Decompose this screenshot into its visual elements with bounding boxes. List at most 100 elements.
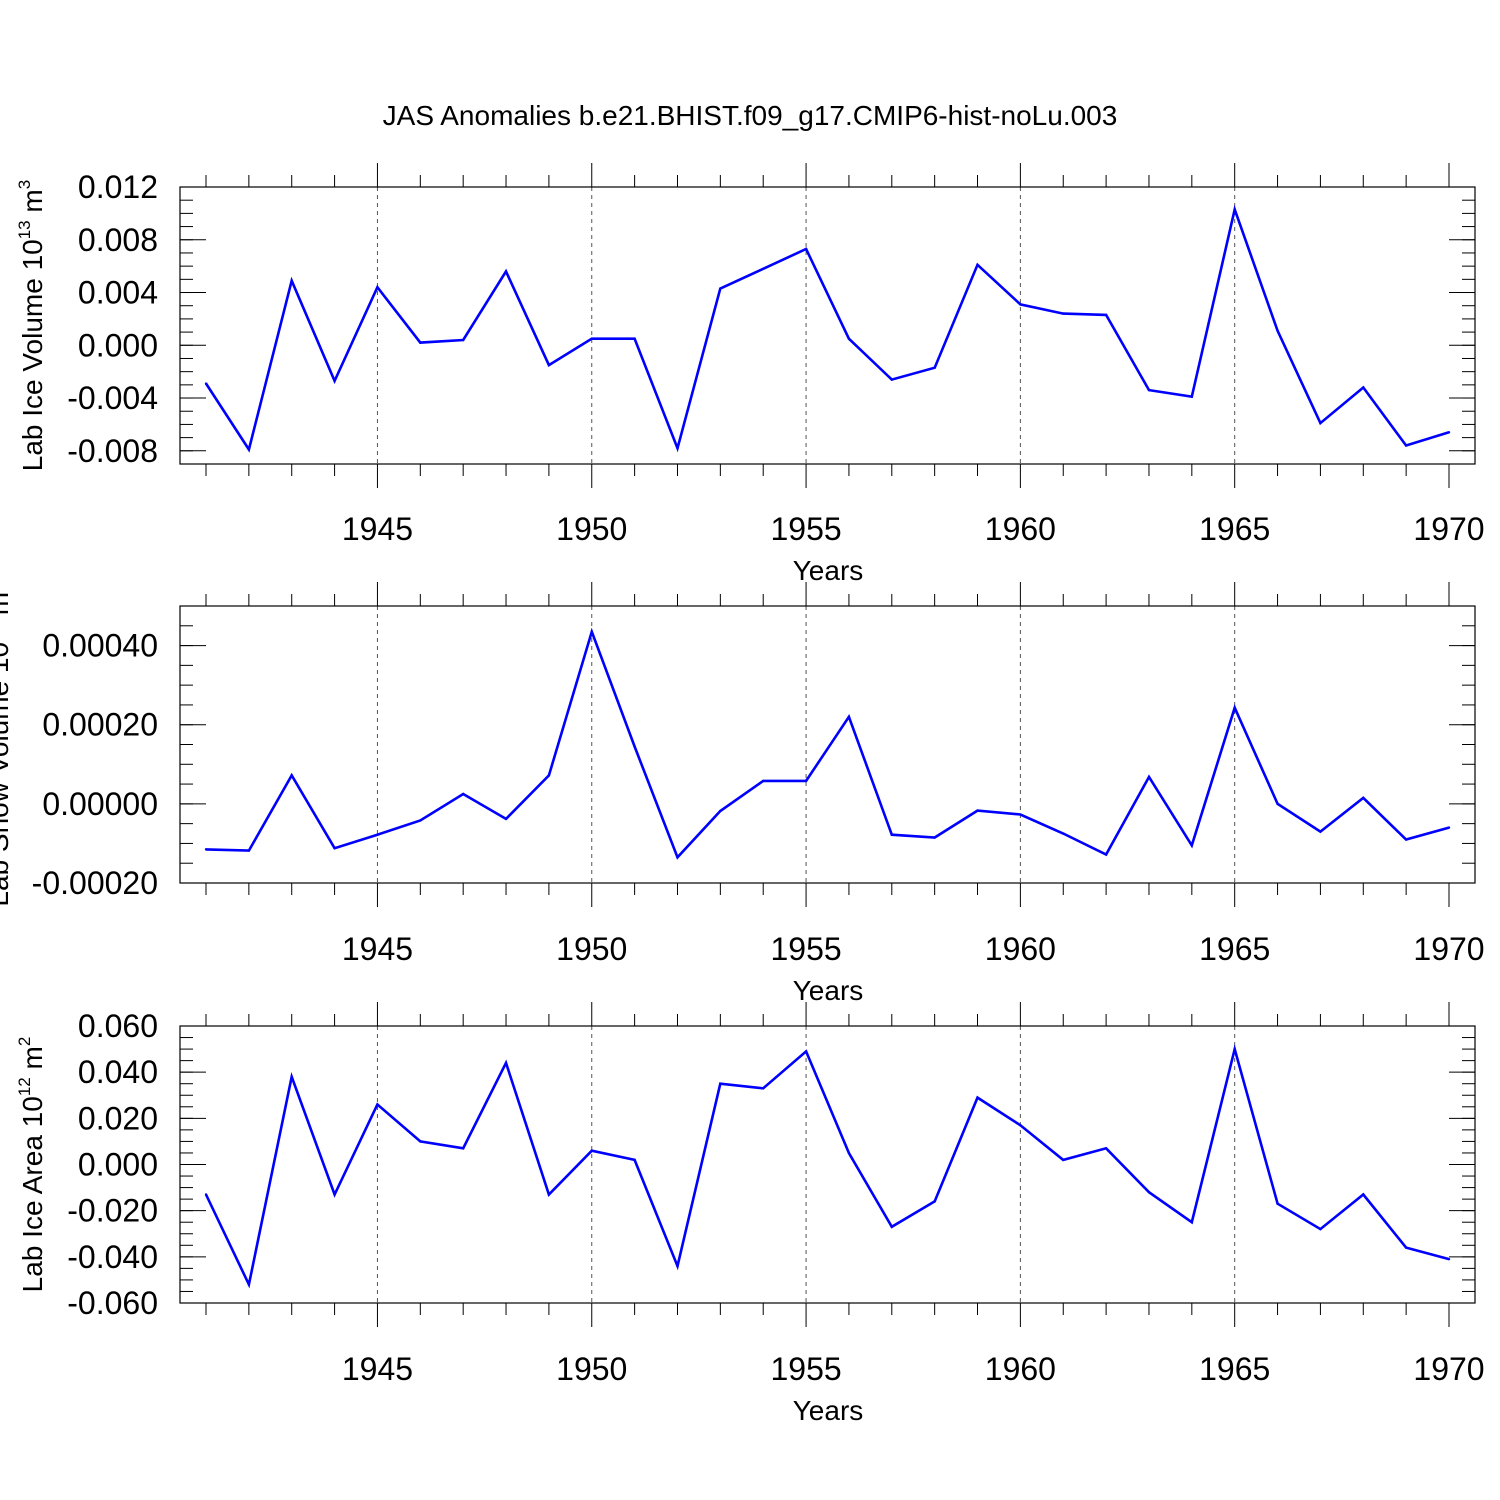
x-axis-label: Years xyxy=(793,555,864,586)
data-point xyxy=(933,1200,936,1203)
x-tick-label: 1950 xyxy=(556,931,627,967)
data-point xyxy=(590,1149,593,1152)
data-point xyxy=(376,1103,379,1106)
data-point xyxy=(419,819,422,822)
x-tick-label: 1945 xyxy=(342,1351,413,1387)
x-tick-label: 1950 xyxy=(556,1351,627,1387)
series-line xyxy=(204,204,1450,453)
plot-frame xyxy=(179,186,1476,465)
data-point xyxy=(504,1061,508,1065)
data-point xyxy=(204,1193,208,1196)
data-point xyxy=(1362,1193,1365,1196)
y-axis-label-main: Lab Ice Area 10 xyxy=(17,1096,48,1292)
x-axis-label: Years xyxy=(793,1395,864,1426)
data-point xyxy=(1147,1191,1151,1194)
data-point xyxy=(333,1193,336,1196)
data-point xyxy=(333,379,336,383)
y-axis-label-unit: m xyxy=(0,592,14,623)
data-point xyxy=(247,1283,251,1286)
x-tick-label: 1965 xyxy=(1199,931,1270,967)
y-tick-label: 0.020 xyxy=(78,1100,158,1136)
data-point xyxy=(590,630,593,633)
y-axis-label-unit-exponent: 3 xyxy=(15,180,34,189)
data-point xyxy=(376,286,379,289)
y-axis-label-main: Lab Snow Volume 10 xyxy=(0,642,14,907)
data-point xyxy=(890,833,893,836)
data-point xyxy=(1362,386,1365,389)
y-tick-label: 0.000 xyxy=(78,1147,158,1183)
data-point xyxy=(1404,1246,1408,1249)
series-line xyxy=(204,1043,1450,1289)
data-point xyxy=(933,836,936,839)
y-tick-label: 0.000 xyxy=(78,327,158,363)
data-point xyxy=(1276,802,1279,806)
data-point xyxy=(1019,303,1022,306)
y-axis-label-unit-exponent: 2 xyxy=(15,1037,34,1046)
data-point xyxy=(719,809,722,813)
y-tick-label: 0.008 xyxy=(78,222,158,258)
y-axis-label: Lab Ice Volume 1013 m3 xyxy=(15,180,48,471)
y-axis-label: Lab Snow Volume 1012 m3 xyxy=(0,582,14,906)
data-point xyxy=(633,337,636,340)
data-point xyxy=(762,1087,765,1090)
data-point xyxy=(676,856,679,859)
data-point xyxy=(247,849,251,852)
y-tick-label: 0.004 xyxy=(78,275,158,311)
data-point xyxy=(1404,838,1408,841)
x-tick-label: 1955 xyxy=(770,931,841,967)
x-tick-label: 1960 xyxy=(985,931,1056,967)
data-point xyxy=(1019,1124,1022,1127)
data-point xyxy=(419,341,422,344)
data-point xyxy=(1104,1147,1108,1150)
data-point xyxy=(1233,706,1236,709)
data-point xyxy=(847,715,851,718)
data-point xyxy=(976,1096,979,1099)
y-axis-label-exponent: 13 xyxy=(15,220,34,239)
data-point xyxy=(1147,388,1151,392)
data-point xyxy=(676,1264,679,1268)
data-point xyxy=(1147,775,1151,779)
data-point xyxy=(1062,832,1065,835)
data-point xyxy=(1404,444,1408,447)
y-tick-label: -0.040 xyxy=(67,1239,158,1275)
data-point xyxy=(1233,1047,1236,1051)
series-line xyxy=(205,627,1450,860)
x-tick-label: 1960 xyxy=(985,1351,1056,1387)
y-tick-label: -0.004 xyxy=(67,380,158,416)
data-point xyxy=(804,247,808,251)
x-axis-label: Years xyxy=(793,975,864,1006)
x-tick-label: 1945 xyxy=(342,511,413,547)
x-tick-label: 1950 xyxy=(556,511,627,547)
data-point xyxy=(1276,1202,1279,1205)
x-tick-label: 1970 xyxy=(1413,1351,1484,1387)
figure-title: JAS Anomalies b.e21.BHIST.f09_g17.CMIP6-… xyxy=(383,100,1118,131)
data-point xyxy=(504,817,508,821)
data-point xyxy=(847,1151,851,1155)
data-point xyxy=(547,774,551,777)
data-point xyxy=(976,263,979,267)
data-point xyxy=(976,809,979,812)
data-point xyxy=(461,792,465,796)
y-axis-label-unit: m xyxy=(17,1046,48,1077)
x-tick-label: 1970 xyxy=(1413,931,1484,967)
data-point xyxy=(633,745,636,748)
y-tick-label: -0.008 xyxy=(67,433,158,469)
data-point xyxy=(1233,208,1236,211)
data-point xyxy=(461,338,465,342)
data-point xyxy=(290,1075,293,1078)
y-tick-label: -0.020 xyxy=(67,1193,158,1229)
y-tick-label: 0.00000 xyxy=(42,786,158,822)
data-point xyxy=(804,779,808,783)
y-axis-label: Lab Ice Area 1012 m2 xyxy=(15,1037,48,1293)
chart-panel-2: -0.00020 0.00000 0.00020 0.00040 1945 1950 195… xyxy=(0,582,1485,1006)
data-point xyxy=(590,337,593,340)
data-point xyxy=(1190,1221,1194,1224)
data-point xyxy=(719,287,722,290)
data-point xyxy=(204,848,208,851)
data-point xyxy=(1104,853,1108,856)
data-point xyxy=(1447,431,1451,434)
data-point xyxy=(419,1140,422,1143)
data-point xyxy=(1447,826,1451,829)
